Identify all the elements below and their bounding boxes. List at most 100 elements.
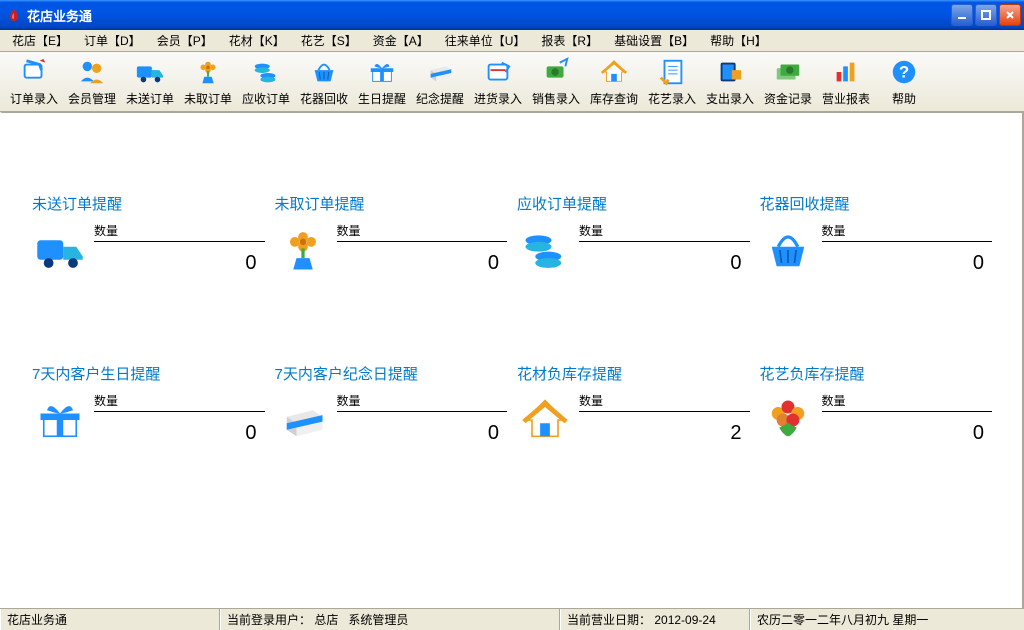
toolbar-label: 订单录入 — [10, 90, 58, 107]
toolbar-label: 会员管理 — [68, 90, 116, 107]
qty-label: 数量 — [94, 392, 265, 409]
toolbar-label: 销售录入 — [532, 90, 580, 107]
qty-value: 0 — [822, 252, 993, 275]
reminder-card-1[interactable]: 未取订单提醒数量 0 — [275, 193, 508, 333]
qty-value: 0 — [822, 422, 993, 445]
menu-item-0[interactable]: 花店【E】 — [4, 30, 76, 51]
reminder-card-6[interactable]: 花材负库存提醒数量 2 — [517, 363, 750, 503]
toolbar-house-button[interactable]: 库存查询 — [586, 55, 642, 109]
card-title: 7天内客户纪念日提醒 — [275, 363, 508, 384]
qty-label: 数量 — [579, 222, 750, 239]
toolbar-gift-button[interactable]: 生日提醒 — [354, 55, 410, 109]
help-icon — [888, 56, 920, 88]
status-user: 当前登录用户： 总店 系统管理员 — [220, 609, 560, 630]
record-icon — [656, 56, 688, 88]
toolbar-label: 营业报表 — [822, 90, 870, 107]
expense-icon — [714, 56, 746, 88]
menu-item-8[interactable]: 基础设置【B】 — [606, 30, 702, 51]
toolbar-chart-button[interactable]: 营业报表 — [818, 55, 874, 109]
menu-item-3[interactable]: 花材【K】 — [221, 30, 293, 51]
flower-icon — [192, 56, 224, 88]
qty-label: 数量 — [822, 392, 993, 409]
money-icon — [772, 56, 804, 88]
toolbar-label: 纪念提醒 — [416, 90, 464, 107]
app-logo-icon — [6, 7, 22, 23]
qty-label: 数量 — [579, 392, 750, 409]
gift-icon — [32, 392, 88, 448]
toolbar-sales-button[interactable]: 销售录入 — [528, 55, 584, 109]
reminder-card-3[interactable]: 花器回收提醒数量 0 — [760, 193, 993, 333]
card-title: 花材负库存提醒 — [517, 363, 750, 384]
qty-label: 数量 — [822, 222, 993, 239]
truck-icon — [32, 222, 88, 278]
status-date: 当前营业日期： 2012-09-24 — [560, 609, 750, 630]
status-user-store: 总店 — [314, 611, 338, 628]
toolbar-record-button[interactable]: 花艺录入 — [644, 55, 700, 109]
toolbar-label: 帮助 — [892, 90, 916, 107]
toolbar-giftbox-button[interactable]: 纪念提醒 — [412, 55, 468, 109]
reminder-card-4[interactable]: 7天内客户生日提醒数量0 — [32, 363, 265, 503]
gift-icon — [366, 56, 398, 88]
card-title: 应收订单提醒 — [517, 193, 750, 214]
status-lunar: 农历二零一二年八月初九 星期一 — [750, 609, 1024, 630]
toolbar-flower-button[interactable]: 未取订单 — [180, 55, 236, 109]
toolbar-member-button[interactable]: 会员管理 — [64, 55, 120, 109]
titlebar: 花店业务通 — [0, 0, 1024, 30]
card-title: 未取订单提醒 — [275, 193, 508, 214]
toolbar-label: 应收订单 — [242, 90, 290, 107]
status-user-name: 系统管理员 — [348, 611, 408, 628]
main-area: 未送订单提醒数量0未取订单提醒数量0应收订单提醒数量0花器回收提醒数量07天内客… — [0, 112, 1024, 608]
basket-icon — [760, 222, 816, 278]
toolbar-order-entry-button[interactable]: 订单录入 — [6, 55, 62, 109]
giftbox-icon — [275, 392, 331, 448]
card-title: 花器回收提醒 — [760, 193, 993, 214]
toolbar-help-button[interactable]: 帮助 — [876, 55, 932, 109]
card-title: 未送订单提醒 — [32, 193, 265, 214]
qty-value: 0 — [337, 422, 508, 445]
toolbar-money-button[interactable]: 资金记录 — [760, 55, 816, 109]
minimize-button[interactable] — [951, 4, 973, 26]
qty-label: 数量 — [337, 222, 508, 239]
house-icon — [517, 392, 573, 448]
truck-icon — [134, 56, 166, 88]
qty-value: 2 — [579, 422, 750, 445]
toolbar-inbound-button[interactable]: 进货录入 — [470, 55, 526, 109]
card-title: 花艺负库存提醒 — [760, 363, 993, 384]
window-title: 花店业务通 — [27, 6, 951, 25]
maximize-button[interactable] — [975, 4, 997, 26]
reminder-card-2[interactable]: 应收订单提醒数量 0 — [517, 193, 750, 333]
qty-label: 数量 — [94, 222, 265, 239]
toolbar-expense-button[interactable]: 支出录入 — [702, 55, 758, 109]
menu-item-1[interactable]: 订单【D】 — [76, 30, 149, 51]
reminder-card-5[interactable]: 7天内客户纪念日提醒数量 0 — [275, 363, 508, 503]
status-date-label: 当前营业日期： — [567, 611, 651, 628]
status-user-label: 当前登录用户： — [227, 611, 311, 628]
sales-icon — [540, 56, 572, 88]
menu-item-4[interactable]: 花艺【S】 — [293, 30, 365, 51]
toolbar-label: 资金记录 — [764, 90, 812, 107]
menu-item-9[interactable]: 帮助【H】 — [702, 30, 775, 51]
qty-value: 0 — [94, 422, 265, 445]
qty-value: 0 — [94, 252, 265, 275]
reminder-card-0[interactable]: 未送订单提醒数量 0 — [32, 193, 265, 333]
status-date-value: 2012-09-24 — [654, 613, 715, 627]
toolbar-coins-button[interactable]: 应收订单 — [238, 55, 294, 109]
menu-item-2[interactable]: 会员【P】 — [149, 30, 221, 51]
menu-item-6[interactable]: 往来单位【U】 — [437, 30, 534, 51]
reminder-card-7[interactable]: 花艺负库存提醒数量 0 — [760, 363, 993, 503]
qty-label: 数量 — [337, 392, 508, 409]
toolbar-label: 进货录入 — [474, 90, 522, 107]
toolbar-label: 生日提醒 — [358, 90, 406, 107]
qty-value: 0 — [579, 252, 750, 275]
close-button[interactable] — [999, 4, 1021, 26]
house-icon — [598, 56, 630, 88]
statusbar: 花店业务通 当前登录用户： 总店 系统管理员 当前营业日期： 2012-09-2… — [0, 608, 1024, 630]
toolbar-basket-button[interactable]: 花器回收 — [296, 55, 352, 109]
chart-icon — [830, 56, 862, 88]
coins-icon — [517, 222, 573, 278]
toolbar-truck-button[interactable]: 未送订单 — [122, 55, 178, 109]
menu-item-5[interactable]: 资金【A】 — [365, 30, 437, 51]
inbound-icon — [482, 56, 514, 88]
qty-value: 0 — [337, 252, 508, 275]
menu-item-7[interactable]: 报表【R】 — [533, 30, 606, 51]
